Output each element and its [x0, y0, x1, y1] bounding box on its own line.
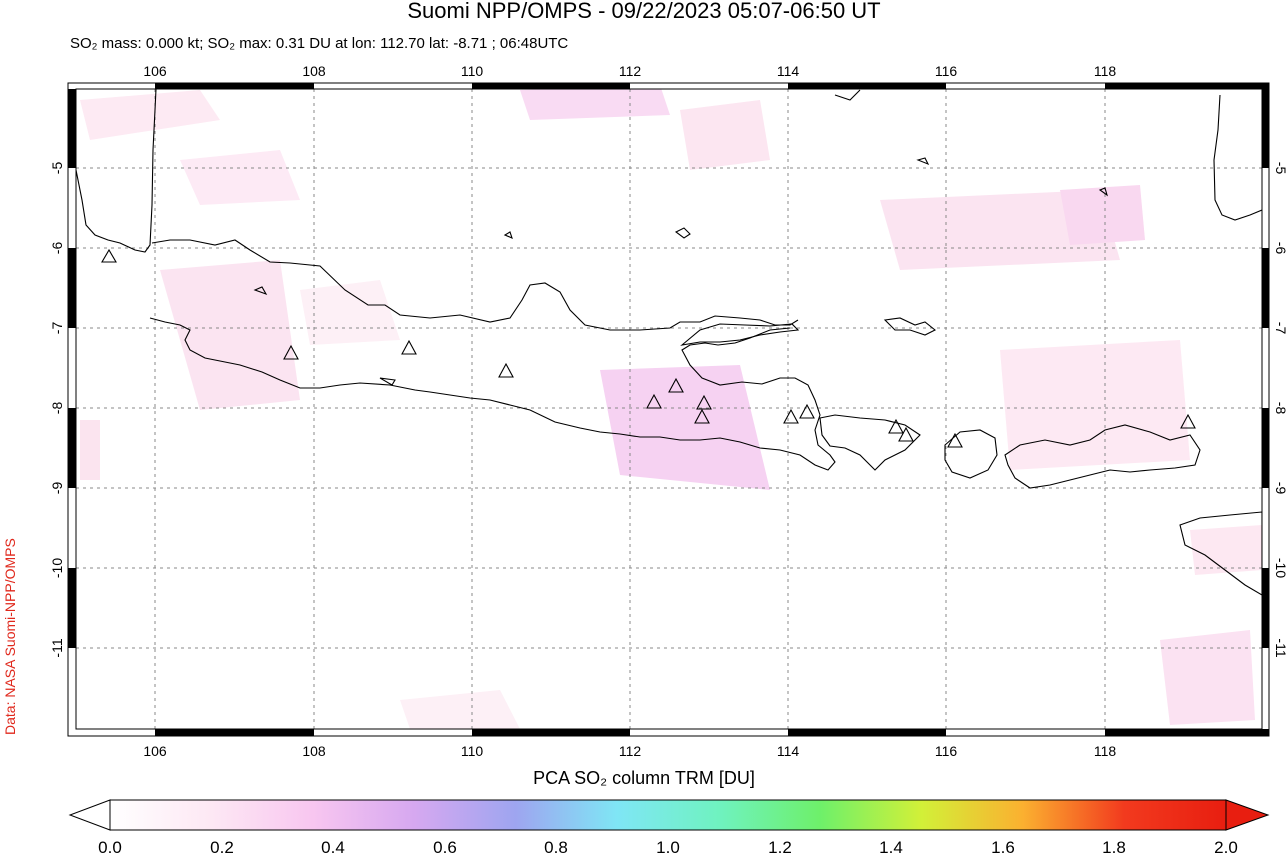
triangle-icon — [498, 362, 514, 378]
lat-tick-label: -5 — [49, 162, 65, 175]
colorbar: 0.0 0.2 0.4 0.6 0.8 1.0 1.2 1.4 1.6 1.8 … — [68, 799, 1270, 855]
colorbar-tick-label: 0.8 — [544, 838, 568, 855]
bali-coast — [819, 414, 921, 471]
colorbar-tick-label: 1.8 — [1102, 838, 1126, 855]
lombok-coast — [944, 429, 998, 479]
triangle-icon — [101, 248, 117, 263]
triangle-icon — [668, 377, 684, 393]
triangle-icon — [283, 344, 299, 360]
colorbar-tick-label: 0.4 — [321, 838, 345, 855]
lat-labels-left: -5 -6 -7 -8 -9 -10 -11 — [49, 162, 65, 658]
kangean-islands — [883, 317, 937, 336]
graticule — [76, 89, 1262, 729]
lat-labels-right: -5 -6 -7 -8 -9 -10 -11 — [1273, 162, 1288, 658]
so2-pixels — [80, 89, 1262, 729]
triangle-icon — [694, 408, 710, 424]
sumbawa-coast — [1004, 424, 1201, 489]
triangle-icon — [947, 432, 963, 448]
java-coast — [149, 239, 836, 471]
lon-tick-label: 116 — [935, 743, 958, 759]
lon-tick-label: 112 — [619, 743, 642, 759]
small-islands — [253, 157, 1108, 386]
colorbar-tick-label: 0.2 — [210, 838, 234, 855]
lon-tick-label: 114 — [777, 63, 800, 79]
triangle-icon — [696, 394, 712, 410]
colorbar-tick-label: 1.0 — [656, 838, 680, 855]
sumba-coast — [1179, 511, 1262, 596]
lon-tick-label: 118 — [1094, 743, 1117, 759]
lon-tick-label: 108 — [302, 743, 326, 759]
lon-tick-label: 114 — [777, 743, 800, 759]
lon-tick-label: 108 — [302, 63, 326, 79]
lon-tick-label: 116 — [935, 63, 958, 79]
kalimantan-coast — [834, 89, 1262, 221]
lat-tick-label: -7 — [1273, 322, 1288, 335]
lon-tick-label: 112 — [619, 63, 642, 79]
lat-tick-label: -9 — [1273, 482, 1288, 495]
colorbar-tick-label: 1.6 — [991, 838, 1015, 855]
sumatra-coast — [76, 89, 157, 253]
colorbar-body — [109, 799, 1227, 831]
lat-tick-label: -7 — [49, 322, 65, 335]
colorbar-tick-label: 1.4 — [879, 838, 903, 855]
lon-tick-label: 118 — [1094, 63, 1117, 79]
triangle-icon — [888, 418, 904, 434]
lat-tick-label: -10 — [49, 558, 65, 578]
lon-tick-label: 110 — [461, 63, 484, 79]
lon-tick-label: 106 — [143, 63, 167, 79]
map-title: Suomi NPP/OMPS - 09/22/2023 05:07-06:50 … — [407, 0, 881, 23]
lat-tick-label: -10 — [1273, 558, 1288, 578]
lat-tick-label: -11 — [1273, 638, 1288, 657]
lat-tick-label: -9 — [49, 482, 65, 495]
triangle-icon — [1180, 413, 1196, 429]
colorbar-tick-label: 1.2 — [768, 838, 792, 855]
madura-coast — [680, 323, 800, 346]
lat-tick-label: -8 — [49, 402, 65, 415]
lon-tick-label: 106 — [143, 743, 167, 759]
coastlines — [76, 89, 1262, 596]
map-frame — [67, 82, 1270, 737]
map-subtitle: SO₂ mass: 0.000 kt; SO₂ max: 0.31 DU at … — [70, 35, 569, 52]
lon-tick-label: 110 — [461, 743, 484, 759]
lat-tick-label: -5 — [1273, 162, 1288, 175]
lon-labels-top: 106 108 110 112 114 116 118 — [143, 63, 1116, 79]
colorbar-max-arrow — [1225, 799, 1270, 831]
karimunjawa-island — [674, 227, 691, 239]
volcano-markers — [101, 248, 1196, 448]
lat-tick-label: -11 — [49, 638, 65, 657]
colorbar-tick-label: 2.0 — [1214, 838, 1238, 855]
lat-tick-label: -6 — [49, 242, 65, 255]
colorbar-tick-label: 0.6 — [433, 838, 457, 855]
colorbar-title: PCA SO₂ column TRM [DU] — [533, 768, 755, 788]
triangle-icon — [783, 408, 799, 424]
lat-tick-label: -6 — [1273, 242, 1288, 255]
triangle-icon — [898, 426, 914, 442]
triangle-icon — [401, 339, 417, 355]
colorbar-tick-label: 0.0 — [98, 838, 122, 855]
colorbar-min-arrow — [68, 799, 111, 831]
lon-labels-bottom: 106 108 110 112 114 116 118 — [143, 743, 1116, 759]
triangle-icon — [799, 403, 815, 419]
triangle-icon — [646, 393, 662, 409]
lat-tick-label: -8 — [1273, 402, 1288, 415]
